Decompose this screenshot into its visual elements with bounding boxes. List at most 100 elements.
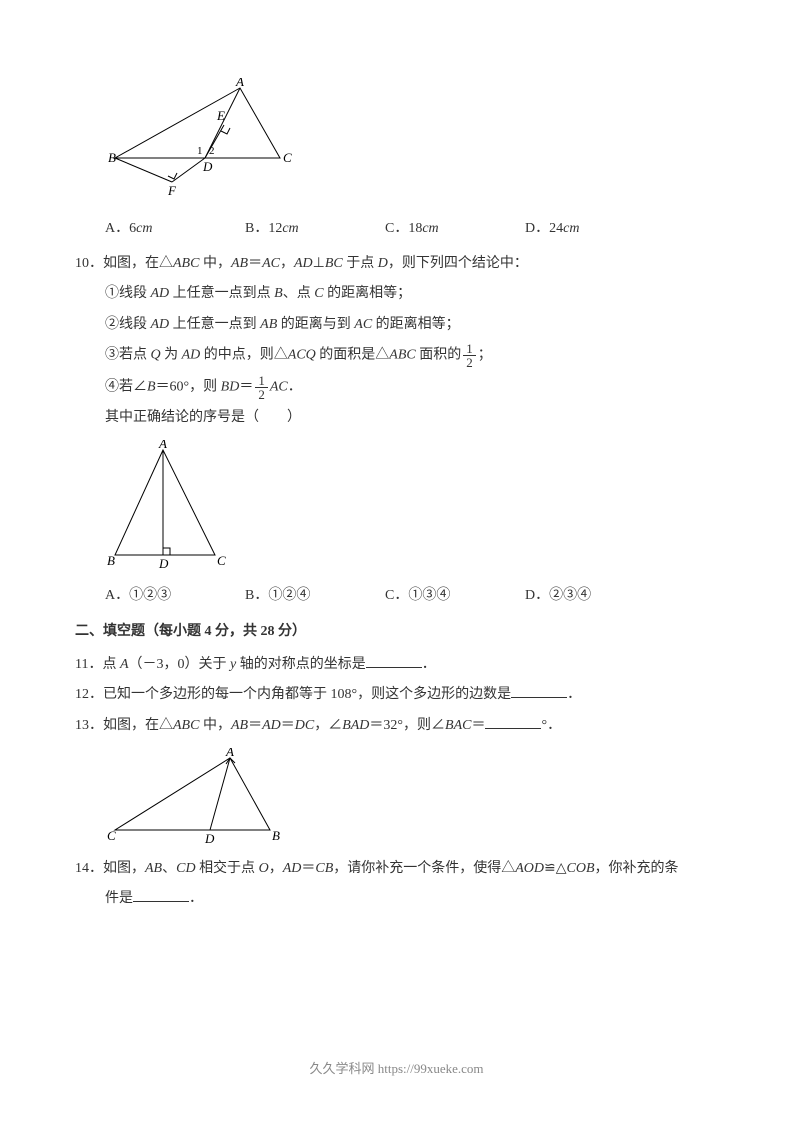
- q13-AD: AD: [262, 718, 281, 733]
- q14-COB: COB: [567, 861, 595, 876]
- triangle-q13-svg: A B C D: [105, 748, 285, 848]
- q11-A: A: [120, 657, 129, 672]
- q10-AC: AC: [262, 256, 280, 271]
- q10-s3-ABC: ABC: [389, 348, 415, 363]
- q10-s3-AD: AD: [182, 348, 201, 363]
- label-C: C: [283, 150, 292, 165]
- q11-a: 点: [102, 657, 120, 672]
- q14-line1: 14．如图，AB、CD 相交于点 O，AD＝CB，请你补充一个条件，使得△AOD…: [75, 856, 718, 883]
- q9-A-label: A．6: [105, 221, 136, 236]
- q9-B-unit: cm: [282, 221, 298, 236]
- q11-b: （－3，0）关于: [129, 657, 231, 672]
- q9-A-unit: cm: [136, 221, 152, 236]
- f13-B: B: [272, 828, 280, 843]
- q10-s3d: 的面积是△: [316, 348, 390, 363]
- q10-s1b: 上任意一点到点: [169, 286, 274, 301]
- q14-c: 相交于点: [196, 861, 259, 876]
- q10-option-D: D．②③④: [525, 583, 665, 610]
- q9-option-C: C．18cm: [385, 216, 525, 243]
- q14-h: ．: [189, 891, 203, 906]
- q10-s4b: ＝60°，则: [156, 379, 221, 394]
- f13-C: C: [107, 828, 116, 843]
- q13-eq2: ＝: [281, 718, 295, 733]
- q10-s4-eq: ＝: [239, 379, 253, 394]
- q13-ABC: ABC: [173, 718, 199, 733]
- q10-c: 于点: [343, 256, 378, 271]
- q13-d: ＝32°，则∠: [369, 718, 445, 733]
- q10-s3-Q: Q: [151, 348, 161, 363]
- q10-s1-B: B: [274, 286, 283, 301]
- q13-eq1: ＝: [248, 718, 262, 733]
- q9-D-unit: cm: [563, 221, 579, 236]
- f10-B: B: [107, 553, 115, 568]
- q14-num: 14．: [75, 861, 103, 876]
- q13-c: ，∠: [314, 718, 342, 733]
- q10-s2b: 上任意一点到: [169, 317, 260, 332]
- q14-CB: CB: [315, 861, 333, 876]
- q12-num: 12．: [75, 687, 103, 702]
- frac-num-1: 1: [463, 342, 476, 356]
- q14-g: 件是: [105, 891, 133, 906]
- q9-B-label: B．12: [245, 221, 282, 236]
- q14-CD: CD: [176, 861, 195, 876]
- frac-den-2: 2: [255, 388, 268, 401]
- q9-D-label: D．24: [525, 221, 563, 236]
- q10-D: D: [378, 256, 388, 271]
- q10-s1a: ①线段: [105, 286, 151, 301]
- q11-c: 轴的对称点的坐标是: [236, 657, 366, 672]
- q13-BAC: BAC: [445, 718, 471, 733]
- q13: 13．如图，在△ABC 中，AB＝AD＝DC，∠BAD＝32°，则∠BAC＝°．: [75, 713, 718, 740]
- q14-line2: 件是 ．: [105, 886, 718, 913]
- q10-s3: ③若点 Q 为 AD 的中点，则△ACQ 的面积是△ABC 面积的12；: [105, 342, 718, 369]
- q13-f: °．: [541, 718, 561, 733]
- q14-eq: ＝: [301, 861, 315, 876]
- q12-blank: [511, 683, 567, 698]
- fraction-half-2: 12: [255, 374, 268, 401]
- label-A: A: [235, 78, 244, 89]
- q10-b: 中，: [199, 256, 231, 271]
- figure-q10: A B C D: [105, 440, 718, 575]
- f10-D: D: [158, 556, 169, 571]
- figure-q13: A B C D: [105, 748, 718, 848]
- q14-AOD: AOD: [515, 861, 544, 876]
- q10-s4c: ．: [288, 379, 302, 394]
- q10-s3c: 的中点，则△: [200, 348, 288, 363]
- q11-d: ．: [422, 657, 436, 672]
- q9-options: A．6cm B．12cm C．18cm D．24cm: [105, 216, 718, 243]
- q14-blank: [133, 887, 189, 902]
- q14-AD: AD: [283, 861, 302, 876]
- q10-s1d: 的距离相等；: [324, 286, 412, 301]
- q14-O: O: [259, 861, 269, 876]
- q10-s3-ACQ: ACQ: [288, 348, 316, 363]
- q10-s3f: ；: [478, 348, 492, 363]
- q12: 12．已知一个多边形的每一个内角都等于 108°，则这个多边形的边数是．: [75, 682, 718, 709]
- q10-s2-AC: AC: [354, 317, 372, 332]
- figure-q9: A B C D E F 1 2: [105, 78, 718, 208]
- q9-option-B: B．12cm: [245, 216, 385, 243]
- q10-tail-text: 其中正确结论的序号是（ ）: [105, 410, 301, 425]
- q10-s3e: 面积的: [416, 348, 462, 363]
- label-2: 2: [209, 145, 215, 157]
- q13-BAD: BAD: [342, 718, 369, 733]
- q9-option-D: D．24cm: [525, 216, 665, 243]
- q10-num: 10．: [75, 256, 103, 271]
- q10-stem: 10．如图，在△ABC 中，AB＝AC，AD⊥BC 于点 D，则下列四个结论中：: [75, 251, 718, 278]
- q9-C-unit: cm: [422, 221, 438, 236]
- q10-s2a: ②线段: [105, 317, 151, 332]
- section-2-title: 二、填空题（每小题 4 分，共 28 分）: [75, 619, 718, 646]
- q14-d: ，: [269, 861, 283, 876]
- q10-perp: ⊥: [313, 256, 325, 271]
- q13-DC: DC: [295, 718, 314, 733]
- q14-cong: ≌: [544, 861, 556, 876]
- label-F: F: [167, 183, 177, 198]
- q14-e: ，请你补充一个条件，使得△: [333, 861, 515, 876]
- q11-num: 11．: [75, 657, 102, 672]
- f13-D: D: [204, 831, 215, 846]
- q13-num: 13．: [75, 718, 103, 733]
- q14-f: ，你补充的条: [595, 861, 679, 876]
- q10-AB: AB: [231, 256, 248, 271]
- frac-num-2: 1: [255, 374, 268, 388]
- q9-C-label: C．18: [385, 221, 422, 236]
- q10-a: 如图，在△: [103, 256, 173, 271]
- q10-s1-AD: AD: [151, 286, 170, 301]
